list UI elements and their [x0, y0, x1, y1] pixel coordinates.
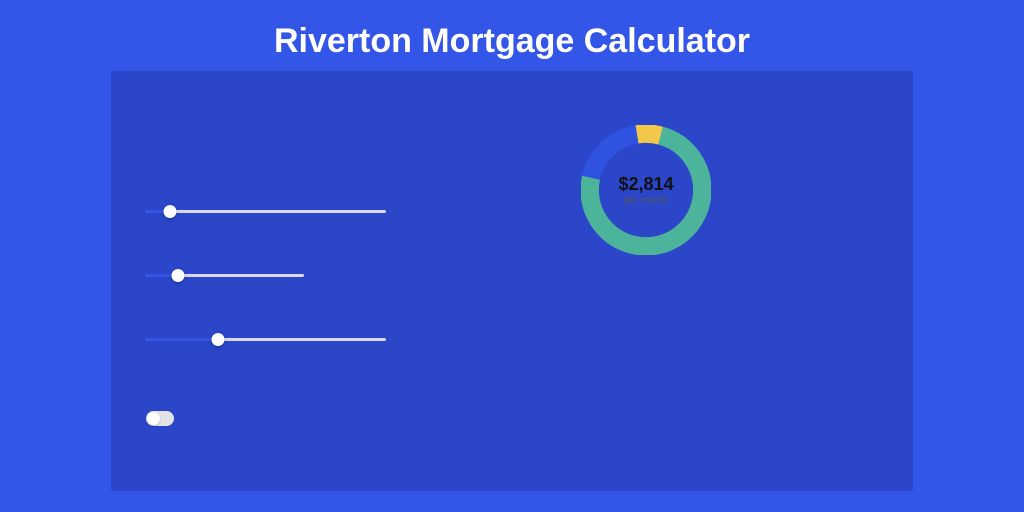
background-band	[111, 71, 913, 491]
veteran-toggle[interactable]	[146, 411, 174, 426]
interest-slider[interactable]	[146, 338, 386, 341]
down-payment-slider-thumb[interactable]	[171, 269, 184, 282]
donut-amount: $2,814	[618, 174, 673, 195]
payment-donut-chart: $2,814 per month	[581, 125, 711, 255]
interest-slider-fill	[146, 338, 218, 341]
interest-slider-thumb[interactable]	[212, 333, 225, 346]
home-price-slider-thumb[interactable]	[164, 205, 177, 218]
home-price-slider[interactable]	[146, 210, 386, 213]
donut-sub: per month	[623, 195, 668, 206]
page-title: Riverton Mortgage Calculator	[0, 0, 1024, 79]
down-payment-slider[interactable]	[146, 274, 304, 277]
donut-center: $2,814 per month	[581, 125, 711, 255]
